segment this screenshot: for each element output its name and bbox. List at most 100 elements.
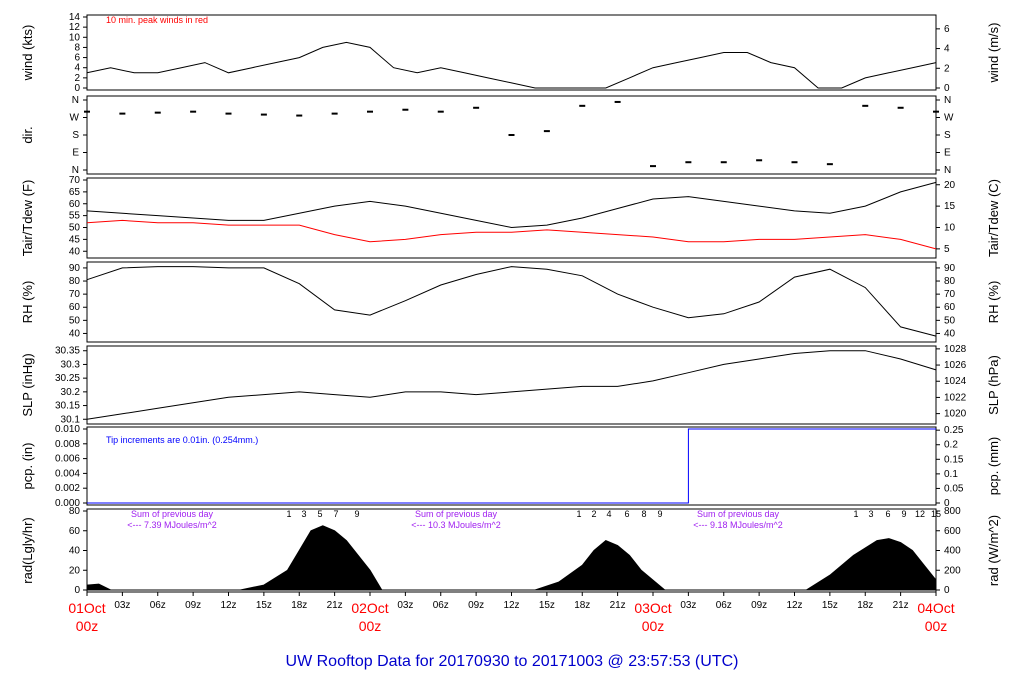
wind-ytick-label-right: 0 xyxy=(944,83,950,94)
x-tick-label: 12z xyxy=(220,600,236,611)
rad-hour-mark: 9 xyxy=(354,509,359,519)
slp-ytick-label: 30.25 xyxy=(55,373,80,384)
dir-point xyxy=(296,114,303,117)
temp-ytick-label-right: 10 xyxy=(944,223,956,234)
pcp-ytick-label: 0.002 xyxy=(55,483,80,494)
wind-ytick-label: 6 xyxy=(74,53,80,64)
dir-point xyxy=(933,110,939,113)
rad-hour-mark: 6 xyxy=(624,509,629,519)
temp-line-1 xyxy=(86,219,937,250)
wind-ytick-label: 0 xyxy=(74,83,80,94)
rad-ytick-label: 20 xyxy=(69,565,81,576)
x-axis: 03z 06z 09z 12z 15z 18z 21z 03z 06z 09z 12z 15z 18z 2… xyxy=(68,592,955,634)
rad-note-label: Sum of previous day xyxy=(697,509,780,519)
rad-ytick-label: 40 xyxy=(69,546,81,557)
x-day-hour-label: 00z xyxy=(76,618,99,634)
rad-hour-mark: 3 xyxy=(868,509,873,519)
dir-point xyxy=(614,100,621,103)
x-tick-label: 06z xyxy=(433,600,449,611)
dir-tick-label: W xyxy=(70,113,80,124)
rh-ytick-label: 80 xyxy=(69,276,81,287)
x-tick-label: 03z xyxy=(397,600,413,611)
pcp-ytick-label: 0.004 xyxy=(55,468,80,479)
x-tick-label: 09z xyxy=(185,600,201,611)
rad-ytick-label-right: 800 xyxy=(944,506,961,517)
x-tick-label: 06z xyxy=(150,600,166,611)
slp-ytick-label: 30.15 xyxy=(55,401,80,412)
rad-ytick-label-right: 400 xyxy=(944,546,961,557)
rad-note-label: Sum of previous day xyxy=(415,509,498,519)
slp-ytick-label-right: 1026 xyxy=(944,360,967,371)
rad-hour-mark: 6 xyxy=(885,509,890,519)
wind-ytick-label: 14 xyxy=(69,12,81,23)
rh-ytick-label-right: 50 xyxy=(944,315,956,326)
panel-rh: RH (%) RH (%) 40 50 60 70 80 90 40 50 60 70 80 90 xyxy=(20,261,1001,343)
x-tick-label: 15z xyxy=(539,600,555,611)
rh-ytick-label: 40 xyxy=(69,328,81,339)
dir-point xyxy=(685,161,692,164)
x-tick-label: 18z xyxy=(574,600,590,611)
x-tick-label: 09z xyxy=(468,600,484,611)
dir-point xyxy=(508,134,515,136)
dir-point xyxy=(437,110,444,113)
wind-ytick-label: 10 xyxy=(69,32,81,43)
x-day-hour-label: 00z xyxy=(642,618,665,634)
rad-ytick-label: 60 xyxy=(69,526,81,537)
wind-ytick-label: 8 xyxy=(74,42,80,53)
temp-ytick-label-right: 5 xyxy=(944,244,950,255)
dir-point xyxy=(650,165,656,168)
rad-ytick-label-right: 200 xyxy=(944,565,961,576)
pcp-ytick-label-right: 0.05 xyxy=(944,483,964,494)
dir-point xyxy=(84,110,90,113)
dir-tick-label: N xyxy=(72,165,79,176)
temp-ytick-label: 60 xyxy=(69,199,81,210)
slp-ylabel-right: SLP (hPa) xyxy=(986,355,1001,415)
temp-ylabel-right: Tair/Tdew (C) xyxy=(986,179,1001,257)
panel-rad: rad(Lgly/hr) rad (W/m^2)02040608002004006… xyxy=(20,506,1001,596)
pcp-ytick-label-right: 0.15 xyxy=(944,454,964,465)
dir-point xyxy=(756,159,763,162)
dir-tick-label-right: N xyxy=(944,95,951,106)
pcp-frame xyxy=(86,426,937,506)
dir-tick-label: E xyxy=(72,148,79,159)
dir-point xyxy=(225,112,232,115)
rad-ytick-label: 0 xyxy=(74,585,80,596)
rad-hour-mark: 1 xyxy=(853,509,858,519)
slp-ytick-label-right: 1028 xyxy=(944,344,967,355)
rad-ytick-label: 80 xyxy=(69,506,81,517)
pcp-ytick-label-right: 0 xyxy=(944,498,950,509)
x-tick-label: 18z xyxy=(291,600,307,611)
rad-hour-mark: 1 xyxy=(576,509,581,519)
temp-ytick-label: 50 xyxy=(69,223,81,234)
slp-ytick-label: 30.2 xyxy=(61,387,81,398)
rad-ytick-label-right: 0 xyxy=(944,585,950,596)
wind-frame xyxy=(86,14,937,91)
rh-ytick-label-right: 80 xyxy=(944,276,956,287)
rad-hour-mark: 9 xyxy=(657,509,662,519)
dir-tick-label: S xyxy=(72,130,79,141)
pcp-ytick-label: 0.008 xyxy=(55,439,80,450)
pcp-ytick-label-right: 0.1 xyxy=(944,469,958,480)
dir-point xyxy=(367,110,373,113)
rh-ytick-label-right: 40 xyxy=(944,328,956,339)
slp-ytick-label: 30.1 xyxy=(61,414,81,425)
pcp-ytick-label-right: 0.2 xyxy=(944,440,958,451)
pcp-ytick-label: 0.000 xyxy=(55,498,80,509)
rad-ytick-label-right: 600 xyxy=(944,526,961,537)
slp-line-0 xyxy=(86,350,937,420)
rad-hour-mark: 8 xyxy=(641,509,646,519)
x-tick-label: 03z xyxy=(680,600,696,611)
rad-hour-mark: 5 xyxy=(317,509,322,519)
temp-ytick-label: 40 xyxy=(69,246,81,257)
wind-ytick-label: 12 xyxy=(69,22,81,33)
temp-ytick-label-right: 15 xyxy=(944,201,956,212)
pcp-ylabel-right: pcp. (mm) xyxy=(986,437,1001,496)
temp-ytick-label: 70 xyxy=(69,175,81,186)
rh-ytick-label: 60 xyxy=(69,302,81,313)
rad-note-value: <--- 10.3 MJoules/m^2 xyxy=(411,520,501,530)
rad-note-value: <--- 7.39 MJoules/m^2 xyxy=(127,520,217,530)
rad-ylabel-right: rad (W/m^2) xyxy=(986,515,1001,586)
dir-point xyxy=(260,113,267,116)
panel-dir: dir.N NE ES SW WN N xyxy=(20,95,954,176)
wind-ylabel: wind (kts) xyxy=(20,25,35,82)
